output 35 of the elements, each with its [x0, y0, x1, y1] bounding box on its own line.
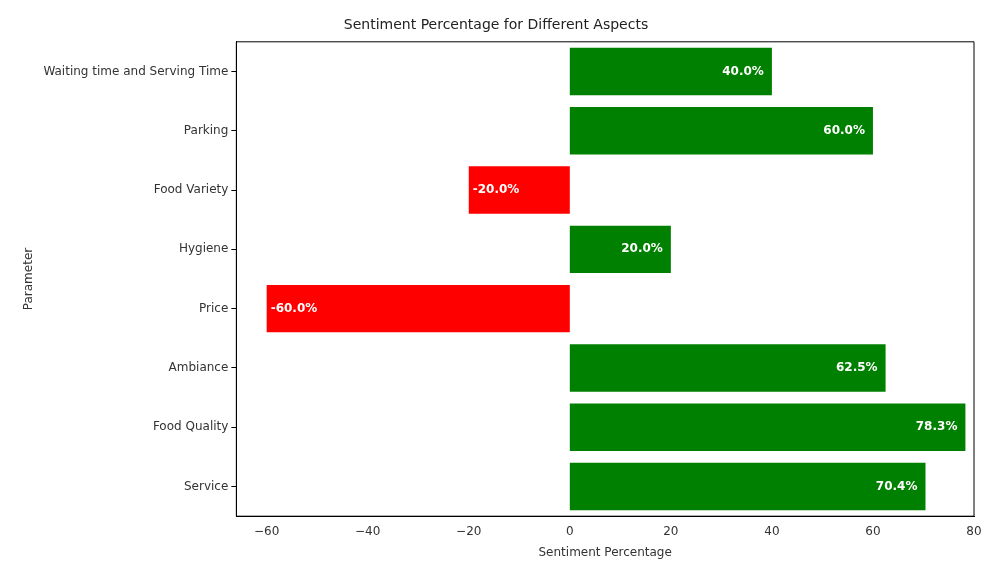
y-tick-label: Ambiance [168, 360, 229, 375]
y-tick-label: Parking [183, 122, 229, 137]
x-tick-label: −60 [254, 523, 280, 538]
x-tick-label: 80 [966, 523, 982, 538]
data-label: 78.3% [915, 419, 958, 434]
bar [569, 47, 772, 96]
data-label: -20.0% [472, 182, 520, 197]
y-axis-title: Parameter [21, 247, 36, 311]
bar [468, 166, 570, 214]
data-label: 40.0% [722, 63, 764, 78]
data-label: -60.0% [270, 300, 318, 315]
x-tick-label: 20 [663, 523, 679, 538]
y-tick-label: Food Variety [153, 182, 229, 197]
bar [569, 403, 966, 451]
x-tick-label: 60 [865, 523, 881, 538]
x-tick-label: 0 [565, 523, 574, 538]
x-tick-label: −40 [355, 523, 381, 538]
bar [569, 107, 873, 155]
x-tick-label: 40 [764, 523, 780, 538]
chart-title: Sentiment Percentage for Different Aspects [343, 16, 649, 33]
bar [569, 344, 886, 392]
x-tick-label: −20 [456, 523, 482, 538]
bar [569, 225, 671, 274]
data-label: 20.0% [621, 241, 663, 256]
y-tick-label: Hygiene [178, 241, 229, 256]
data-label: 60.0% [823, 122, 865, 137]
bar [569, 462, 926, 511]
y-tick-label: Price [199, 300, 229, 315]
y-tick-label: Waiting time and Serving Time [43, 63, 229, 78]
y-tick-label: Service [183, 478, 229, 493]
data-label: 70.4% [875, 478, 918, 493]
y-tick-label: Food Quality [152, 419, 229, 434]
data-label: 62.5% [835, 360, 878, 375]
bar [266, 284, 570, 333]
x-axis-title: Sentiment Percentage [538, 544, 672, 559]
